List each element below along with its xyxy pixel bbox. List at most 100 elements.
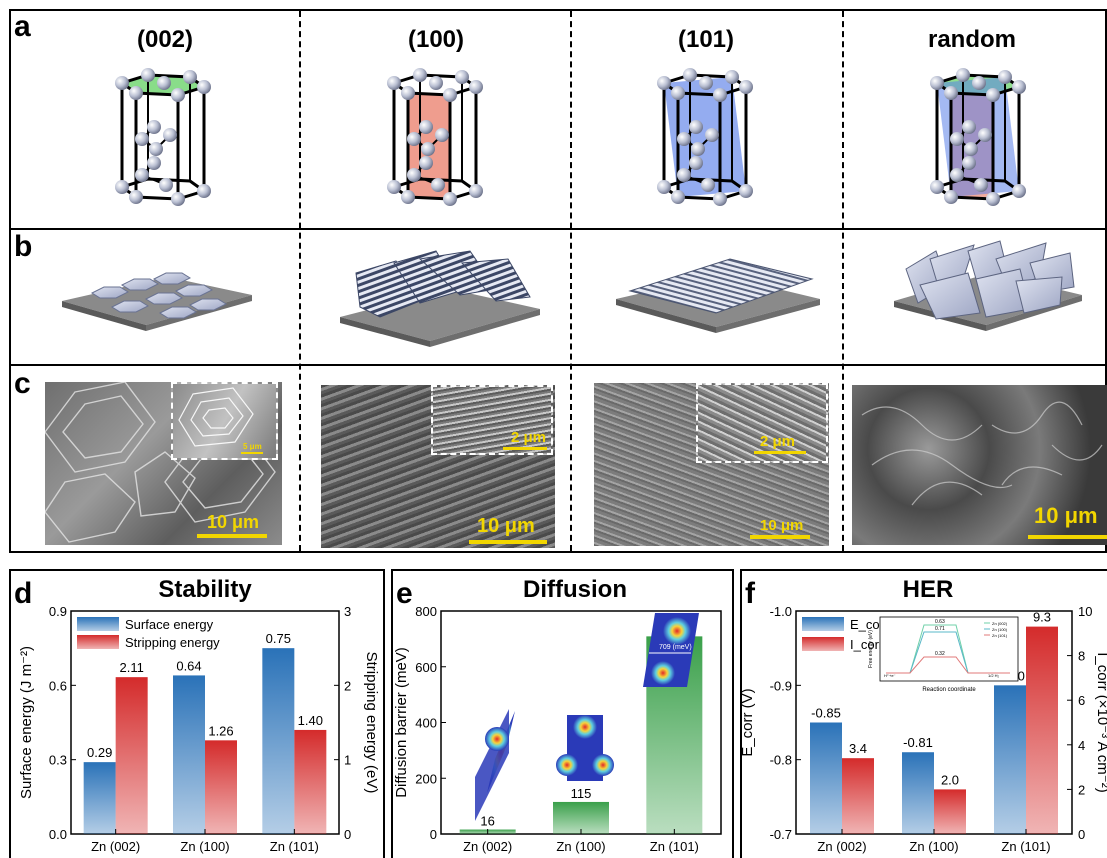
y-tick-label: -1.0 bbox=[770, 604, 792, 619]
inset-legend-label: Zn (002) bbox=[992, 621, 1008, 626]
sem-scale-label-101: 10 μm bbox=[760, 517, 804, 534]
x-tick-label: Zn (002) bbox=[817, 839, 866, 854]
bar-e-corr bbox=[810, 722, 842, 834]
energy-map-101-hotspot bbox=[651, 661, 675, 685]
inset-legend-label: Zn (101) bbox=[992, 633, 1008, 638]
chart-her: f HER -0.7 -0.8 -0.9 -1.0 0 2 4 6 8 10 E_corr (V) I_c… bbox=[740, 576, 1107, 854]
bar-i-corr bbox=[1026, 626, 1058, 834]
inset-scale-bar-101 bbox=[754, 451, 806, 454]
top-figure-frame bbox=[9, 9, 1107, 553]
sem-scale-bar-random bbox=[1028, 535, 1107, 539]
panel-label-e: e bbox=[396, 577, 413, 610]
data-label: -0.81 bbox=[903, 735, 933, 750]
chart-title: Stability bbox=[158, 576, 252, 603]
sem-scale-label-random: 10 μm bbox=[1034, 503, 1098, 528]
y2-tick-label: 0 bbox=[1078, 827, 1085, 842]
column-title-100: (100) bbox=[407, 26, 465, 53]
y2-tick-label: 0 bbox=[344, 827, 351, 842]
bar-surface-energy bbox=[83, 762, 116, 834]
y-axis-label: Surface energy (J m⁻²) bbox=[18, 646, 35, 799]
inset-scale-label-101: 2 μm bbox=[760, 433, 796, 450]
inset-scale-label-002: 5 μm bbox=[243, 442, 262, 451]
column-title-random: random bbox=[927, 26, 1016, 53]
panel-label-c: c bbox=[14, 367, 31, 400]
panel-e-frame bbox=[391, 569, 734, 858]
row-divider-2 bbox=[9, 364, 1107, 366]
y-tick-label: 0.6 bbox=[49, 678, 67, 693]
column-divider-2 bbox=[570, 11, 572, 551]
sem-inset-002: 5 μm bbox=[171, 382, 278, 460]
y-axis-label: E_corr (V) bbox=[740, 688, 756, 756]
y2-axis-label: I_corr (×10⁻³ A cm⁻²) bbox=[1094, 652, 1107, 792]
x-tick-label: Zn (002) bbox=[463, 839, 512, 854]
legend-swatch-e-corr bbox=[802, 617, 844, 631]
y-tick-label: 400 bbox=[415, 716, 437, 731]
sem-image-random: 10 μm bbox=[852, 385, 1107, 545]
y-tick-label: 0.3 bbox=[49, 753, 67, 768]
bar-diffusion-barrier bbox=[553, 801, 609, 834]
y-tick-label: 0.9 bbox=[49, 604, 67, 619]
data-label: 16 bbox=[480, 814, 494, 829]
y2-tick-label: 2 bbox=[1078, 782, 1085, 797]
x-tick-label: Zn (101) bbox=[270, 839, 319, 854]
inset-scale-label-100: 2 μm bbox=[511, 429, 547, 446]
y2-tick-label: 6 bbox=[1078, 693, 1085, 708]
inset-y-label: Free energy (eV) bbox=[868, 630, 874, 668]
y2-axis-label: Stripping energy (eV) bbox=[363, 652, 380, 794]
chart-diffusion: e Diffusion 0 200 400 600 800 Diffusion barrier… bbox=[393, 576, 722, 854]
inset-energy-line bbox=[886, 656, 1010, 674]
y-tick-label: 0.0 bbox=[49, 827, 67, 842]
inset-scale-bar-002 bbox=[241, 452, 263, 454]
bar-i-corr bbox=[934, 789, 966, 834]
x-tick-label: Zn (002) bbox=[91, 839, 140, 854]
bar-stripping-energy bbox=[294, 729, 327, 834]
column-divider-3 bbox=[842, 11, 844, 551]
sem-inset-101: 2 μm bbox=[696, 383, 828, 463]
y2-tick-label: 3 bbox=[344, 604, 351, 619]
data-label: 9.3 bbox=[1033, 610, 1051, 625]
y-tick-label: 0 bbox=[430, 827, 437, 842]
sem-scale-bar-100 bbox=[469, 540, 547, 544]
inset-x-label: Reaction coordinate bbox=[922, 687, 976, 693]
legend-label-e-corr: E_corr bbox=[850, 617, 889, 632]
legend-swatch-stripping-energy bbox=[77, 635, 119, 649]
data-label: 0.75 bbox=[266, 631, 291, 646]
panel-label-d: d bbox=[14, 577, 32, 610]
legend-label-surface-energy: Surface energy bbox=[125, 617, 214, 632]
sem-scale-label-002: 10 μm bbox=[207, 512, 260, 532]
morphology-schematics bbox=[62, 240, 1082, 347]
x-tick-label: Zn (100) bbox=[180, 839, 229, 854]
chart-stability: d Stability 0.0 0.3 0.6 0.9 0 1 2 3 Surface energy… bbox=[14, 576, 380, 854]
bar-surface-energy bbox=[262, 648, 295, 834]
chart-title: Diffusion bbox=[523, 576, 627, 603]
inset-value-label: 0.63 bbox=[935, 619, 945, 625]
energy-map-002-bg bbox=[475, 709, 509, 821]
inset-legend-label: Zn (100) bbox=[992, 627, 1008, 632]
y-tick-label: -0.9 bbox=[770, 678, 792, 693]
legend-label-i-corr: I_corr bbox=[850, 637, 884, 652]
x-tick-label: Zn (101) bbox=[1001, 839, 1050, 854]
sem-scale-bar-101 bbox=[750, 535, 810, 539]
energy-map-label: 709 (meV) bbox=[659, 644, 692, 651]
sem-image-100: 2 μm 10 μm bbox=[321, 385, 555, 548]
legend-swatch-i-corr bbox=[802, 637, 844, 651]
data-label: 2.0 bbox=[941, 772, 959, 787]
inset-scale-bar-100 bbox=[503, 447, 547, 450]
inset-frame bbox=[879, 616, 1019, 682]
energy-map-100-hotspot bbox=[573, 715, 597, 739]
row-divider-1 bbox=[9, 228, 1107, 230]
y2-tick-label: 1 bbox=[344, 753, 351, 768]
y-tick-label: 200 bbox=[415, 771, 437, 786]
data-label: 1.26 bbox=[208, 723, 233, 738]
y-tick-label: 600 bbox=[415, 660, 437, 675]
panel-label-a: a bbox=[14, 10, 31, 43]
inset-start-label: H⁺+e⁻ bbox=[884, 673, 896, 678]
y-tick-label: 800 bbox=[415, 604, 437, 619]
x-tick-label: Zn (100) bbox=[556, 839, 605, 854]
x-tick-label: Zn (101) bbox=[650, 839, 699, 854]
inset-value-label: 0.32 bbox=[935, 651, 945, 657]
y2-tick-label: 8 bbox=[1078, 649, 1085, 664]
bar-stripping-energy bbox=[205, 740, 237, 834]
legend-swatch-surface-energy bbox=[77, 617, 119, 631]
y2-tick-label: 10 bbox=[1078, 604, 1092, 619]
